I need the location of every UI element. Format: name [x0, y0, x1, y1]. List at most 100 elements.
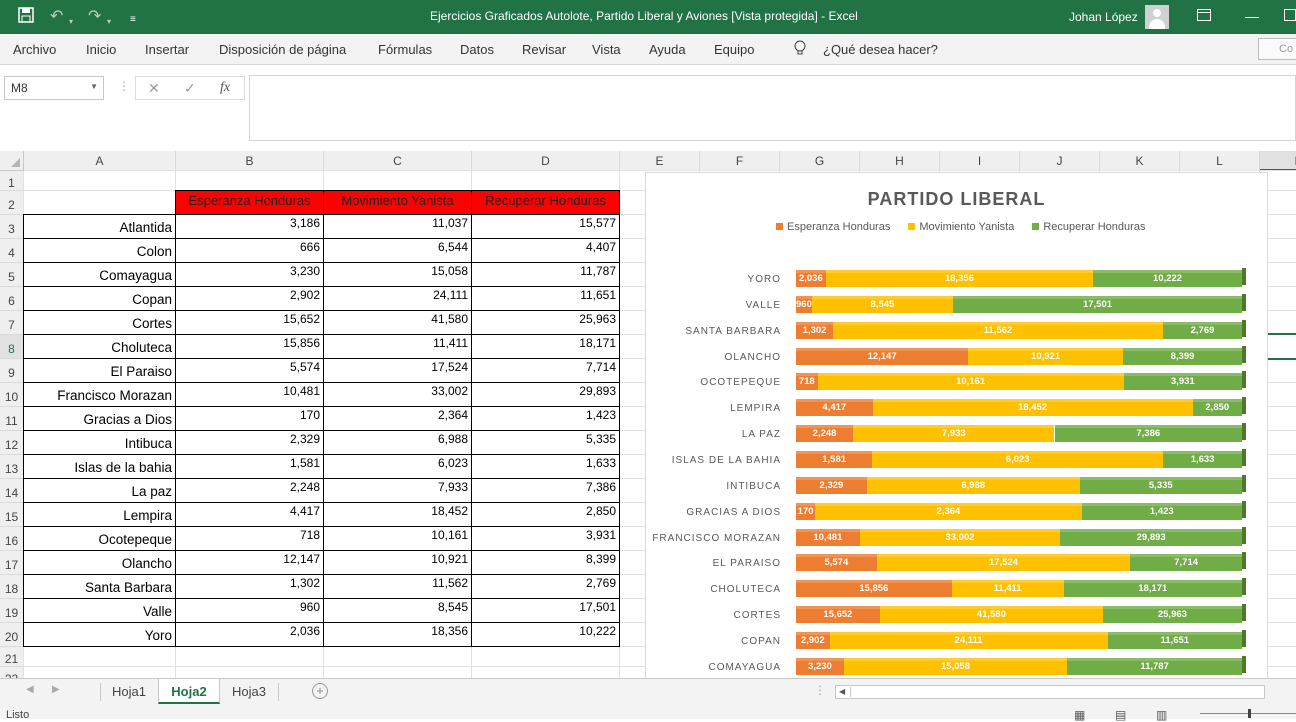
row-header-10[interactable]: 10	[0, 383, 24, 407]
redo-icon[interactable]: ↷	[88, 8, 102, 25]
row-header-4[interactable]: 4	[0, 239, 24, 263]
undo-dropdown-icon[interactable]: ▾	[69, 17, 74, 26]
row-header-16[interactable]: 16	[0, 527, 24, 551]
avatar[interactable]	[1145, 5, 1169, 29]
ribbon-right-button[interactable]: Co	[1258, 38, 1296, 60]
user-name[interactable]: Johan López	[1069, 10, 1138, 24]
row-header-2[interactable]: 2	[0, 191, 24, 215]
tab-inicio[interactable]: Inicio	[86, 42, 117, 57]
scroll-thumb[interactable]	[850, 687, 1262, 697]
horizontal-scrollbar[interactable]: ◀	[835, 685, 1265, 699]
column-header-g[interactable]: G	[780, 151, 860, 171]
row-header-20[interactable]: 20	[0, 623, 24, 647]
tab-disposicion[interactable]: Disposición de página	[219, 42, 347, 57]
customize-toolbar-icon[interactable]: ≡	[130, 14, 136, 25]
row-header-1[interactable]: 1	[0, 171, 24, 191]
cell-municipality: Comayagua	[99, 268, 172, 283]
column-header-i[interactable]: I	[940, 151, 1020, 171]
chart-partido-liberal[interactable]: PARTIDO LIBERAL Esperanza Honduras Movimi…	[645, 172, 1268, 678]
maximize-icon[interactable]	[1284, 8, 1296, 24]
confirm-icon[interactable]: ✓	[184, 80, 196, 96]
chart-bar-segment: 6,023	[872, 450, 1164, 468]
tab-vista[interactable]: Vista	[592, 42, 621, 57]
row-header-7[interactable]: 7	[0, 311, 24, 335]
cell-value: 6,544	[437, 240, 468, 254]
tab-revisar[interactable]: Revisar	[522, 42, 567, 57]
cell-municipality: Santa Barbara	[84, 580, 172, 595]
row-header-3[interactable]: 3	[0, 215, 24, 239]
column-header-c[interactable]: C	[324, 151, 472, 171]
row-header-12[interactable]: 12	[0, 431, 24, 455]
insert-function-icon[interactable]: fx	[220, 80, 231, 95]
prev-sheet-icon[interactable]: ◀	[26, 684, 34, 695]
chart-category-label: CORTES	[733, 610, 781, 622]
chart-bar-segment: 2,036	[796, 270, 826, 287]
select-all-corner[interactable]	[0, 151, 24, 171]
row-header-22[interactable]: 22	[0, 667, 24, 678]
tab-formulas[interactable]: Fórmulas	[378, 42, 433, 57]
sheet-tab-hoja3[interactable]: Hoja3	[232, 684, 266, 699]
status-bar: Listo ▦ ▤ ▥	[0, 704, 1296, 722]
row-header-21[interactable]: 21	[0, 647, 24, 667]
column-header-j[interactable]: J	[1020, 151, 1100, 171]
cell-value: 1,633	[585, 456, 616, 470]
chart-bar-segment: 718	[796, 373, 818, 391]
page-break-view-icon[interactable]: ▥	[1156, 708, 1168, 722]
column-header-h[interactable]: H	[860, 151, 940, 171]
spreadsheet-grid[interactable]: ABCDEFGHIJKLM 12345678910111213141516171…	[0, 151, 1296, 678]
row-header-18[interactable]: 18	[0, 575, 24, 599]
normal-view-icon[interactable]: ▦	[1074, 708, 1086, 722]
page-layout-view-icon[interactable]: ▤	[1115, 708, 1127, 722]
row-header-11[interactable]: 11	[0, 407, 24, 431]
chart-bar-segment: 18,452	[872, 399, 1193, 417]
table-border	[23, 358, 620, 359]
row-header-17[interactable]: 17	[0, 551, 24, 575]
column-header-f[interactable]: F	[700, 151, 780, 171]
row-header-14[interactable]: 14	[0, 479, 24, 503]
next-sheet-icon[interactable]: ▶	[52, 684, 60, 695]
redo-dropdown-icon[interactable]: ▾	[107, 17, 112, 26]
tab-archivo[interactable]: Archivo	[13, 42, 57, 57]
row-header-9[interactable]: 9	[0, 359, 24, 383]
tell-me-search[interactable]: ¿Qué desea hacer?	[823, 42, 938, 57]
row-header-8[interactable]: 8	[0, 335, 24, 359]
zoom-slider-thumb[interactable]	[1248, 709, 1251, 718]
sheet-tab-hoja2[interactable]: Hoja2	[158, 679, 220, 704]
cell-value: 7,933	[437, 480, 468, 494]
tab-split-grip-icon[interactable]: ⋮	[814, 683, 826, 697]
sheet-tab-hoja1[interactable]: Hoja1	[112, 684, 146, 699]
scroll-left-icon[interactable]: ◀	[839, 687, 846, 696]
tab-equipo[interactable]: Equipo	[714, 42, 755, 57]
cell-value: 18,171	[579, 336, 616, 350]
column-header-e[interactable]: E	[620, 151, 700, 171]
tab-datos[interactable]: Datos	[460, 42, 494, 57]
cancel-icon[interactable]: ✕	[148, 80, 160, 96]
name-box[interactable]: M8 ▼	[4, 76, 104, 100]
column-header-l[interactable]: L	[1180, 151, 1260, 171]
column-header-m[interactable]: M	[1260, 151, 1296, 171]
row-header-15[interactable]: 15	[0, 503, 24, 527]
formula-bar-grip-icon[interactable]: ⋮	[118, 79, 130, 93]
chart-bar-segment: 17,524	[876, 554, 1131, 572]
row-header-13[interactable]: 13	[0, 455, 24, 479]
column-header-k[interactable]: K	[1100, 151, 1180, 171]
tab-insertar[interactable]: Insertar	[145, 42, 190, 57]
save-icon[interactable]	[18, 7, 34, 29]
column-header-b[interactable]: B	[176, 151, 324, 171]
formula-input[interactable]	[249, 75, 1296, 141]
chart-bar-segment: 18,171	[1063, 580, 1242, 598]
undo-icon[interactable]: ↶	[50, 8, 64, 25]
add-sheet-icon[interactable]: +	[312, 683, 328, 699]
tab-ayuda[interactable]: Ayuda	[649, 42, 686, 57]
cell-municipality: Atlantida	[119, 220, 172, 235]
minimize-icon[interactable]: —	[1245, 8, 1259, 24]
cell-value: 29,893	[579, 384, 616, 398]
row-header-6[interactable]: 6	[0, 287, 24, 311]
ribbon-display-icon[interactable]	[1197, 8, 1211, 24]
table-border	[23, 550, 620, 551]
column-header-d[interactable]: D	[472, 151, 620, 171]
column-header-a[interactable]: A	[24, 151, 176, 171]
chevron-down-icon[interactable]: ▼	[90, 82, 98, 91]
row-header-5[interactable]: 5	[0, 263, 24, 287]
row-header-19[interactable]: 19	[0, 599, 24, 623]
